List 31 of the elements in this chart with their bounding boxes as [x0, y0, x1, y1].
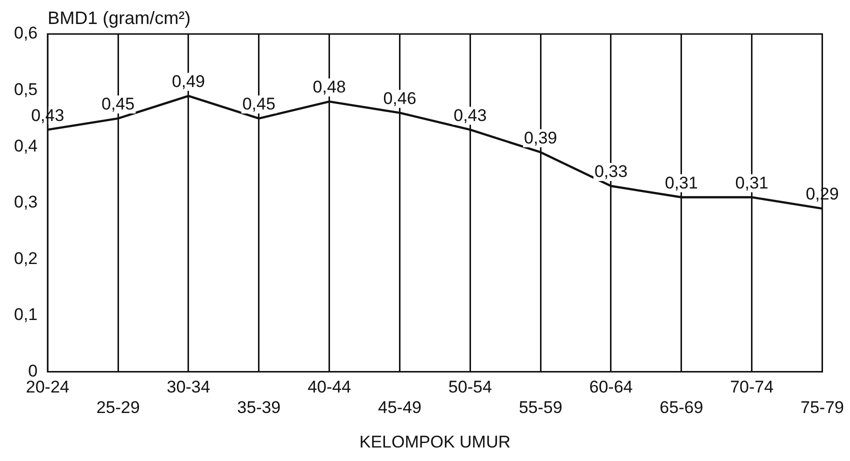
x-tick-label: 40-44 [308, 378, 352, 397]
data-label: 0,46 [383, 89, 416, 108]
y-tick-label: 0,6 [14, 24, 38, 43]
x-tick-label: 45-49 [378, 398, 422, 418]
x-tick-label: 70-74 [730, 378, 774, 397]
data-label: 0,49 [172, 72, 206, 92]
x-axis-title: KELOMPOK UMUR [359, 432, 511, 452]
y-tick-label: 0,2 [14, 248, 38, 268]
data-label: 0,45 [242, 94, 276, 114]
x-tick-label: 30-34 [166, 378, 210, 397]
data-label: 0,31 [735, 173, 768, 192]
y-axis-title: BMD1 (gram/cm²) [48, 8, 191, 28]
data-label: 0,43 [454, 106, 487, 125]
x-tick-label: 50-54 [448, 378, 492, 397]
x-tick-label: 60-64 [589, 378, 633, 397]
data-label: 0,39 [524, 128, 558, 148]
y-tick-label: 0,3 [14, 192, 38, 212]
x-tick-label: 25-29 [96, 398, 140, 418]
x-tick-label: 65-69 [660, 398, 704, 418]
y-tick-label: 0 [28, 361, 38, 380]
y-tick-label: 0,1 [14, 305, 38, 324]
data-label: 0,33 [594, 162, 628, 182]
x-tick-label: 35-39 [237, 398, 281, 418]
y-tick-label: 0,4 [14, 136, 38, 156]
y-tick-label: 0,5 [14, 80, 38, 99]
x-tick-label: 75-79 [800, 398, 844, 418]
data-label: 0,48 [312, 78, 346, 97]
data-label: 0,31 [664, 173, 698, 192]
x-tick-label: 55-59 [518, 398, 562, 418]
data-label: 0,45 [102, 94, 135, 114]
x-tick-label: 20-24 [26, 378, 70, 397]
